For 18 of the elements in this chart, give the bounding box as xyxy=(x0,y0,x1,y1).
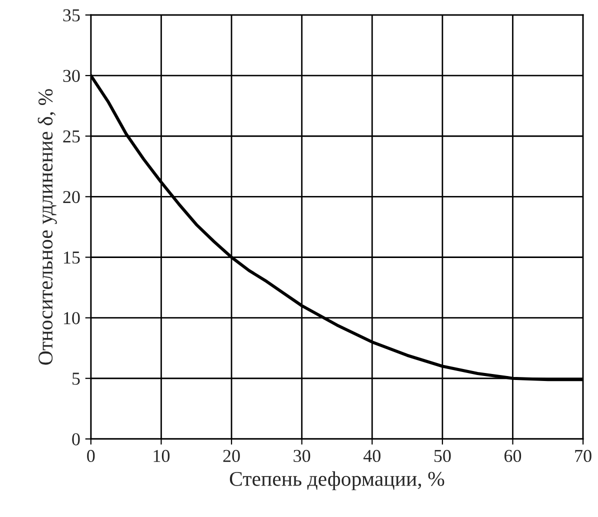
y-tick-label: 15 xyxy=(64,252,80,264)
y-tick-label: 30 xyxy=(63,70,80,82)
x-tick-label: 0 xyxy=(87,450,95,462)
x-tick-label: 20 xyxy=(223,450,240,462)
x-axis-title: Степень деформации, % xyxy=(230,471,444,490)
y-tick-label: 25 xyxy=(63,130,80,143)
y-tick-label: 10 xyxy=(64,312,80,324)
x-tick-label: 10 xyxy=(154,450,170,462)
y-tick-label: 0 xyxy=(72,433,80,446)
x-tick-label: 60 xyxy=(504,450,522,462)
y-tick-label: 20 xyxy=(63,190,80,204)
x-tick-label: 40 xyxy=(363,450,380,462)
x-tick-label: 70 xyxy=(575,450,592,462)
x-tick-label: 50 xyxy=(434,450,451,462)
y-tick-label: 5 xyxy=(72,372,80,385)
y-tick-label: 35 xyxy=(63,9,80,22)
x-tick-label: 30 xyxy=(294,450,310,462)
y-axis-title: Относительное удлинение δ, % xyxy=(38,89,57,365)
